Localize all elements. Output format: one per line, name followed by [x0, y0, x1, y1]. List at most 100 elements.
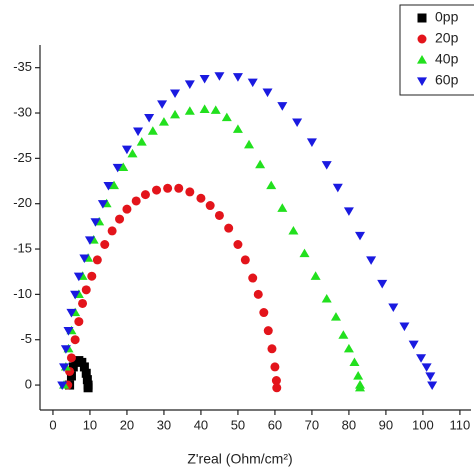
- marker: [147, 126, 158, 135]
- marker: [425, 372, 436, 381]
- y-tick-label: -10: [13, 286, 32, 301]
- marker: [57, 381, 68, 391]
- marker: [77, 357, 87, 367]
- legend-label: 20p: [435, 30, 459, 46]
- marker: [82, 375, 92, 385]
- legend-label: 40p: [435, 51, 459, 67]
- marker: [247, 78, 258, 88]
- marker: [338, 330, 349, 339]
- marker: [266, 180, 277, 190]
- marker: [73, 272, 84, 282]
- marker: [292, 118, 303, 128]
- marker: [205, 201, 215, 211]
- marker: [366, 256, 377, 265]
- marker: [353, 371, 364, 380]
- marker: [97, 200, 108, 209]
- marker: [68, 362, 78, 372]
- marker: [79, 254, 90, 264]
- x-axis-title: Z'real (Ohm/cm²): [187, 451, 292, 467]
- marker: [408, 340, 419, 350]
- legend-marker: [417, 55, 427, 64]
- marker: [103, 181, 114, 191]
- marker: [330, 312, 341, 321]
- marker: [421, 363, 432, 372]
- legend-label: 0pp: [435, 9, 459, 25]
- marker: [81, 285, 91, 295]
- marker: [248, 273, 258, 283]
- x-tick-label: 100: [412, 417, 434, 432]
- marker: [267, 344, 277, 354]
- marker: [66, 308, 77, 318]
- x-tick-label: 80: [342, 417, 356, 432]
- x-tick-label: 90: [379, 417, 393, 432]
- marker: [152, 185, 162, 195]
- marker: [131, 196, 141, 206]
- marker: [343, 343, 354, 353]
- legend-marker: [417, 77, 427, 86]
- marker: [349, 357, 360, 366]
- x-tick-label: 30: [157, 417, 171, 432]
- marker: [63, 327, 74, 336]
- legend-marker: [417, 34, 427, 44]
- marker: [174, 183, 184, 193]
- marker: [332, 183, 343, 193]
- marker: [321, 293, 332, 303]
- marker: [427, 381, 438, 391]
- marker: [83, 383, 93, 393]
- y-tick-label: -30: [13, 104, 32, 119]
- marker: [210, 105, 221, 114]
- marker: [127, 148, 138, 158]
- marker: [255, 159, 266, 169]
- marker: [185, 187, 195, 197]
- marker: [121, 145, 132, 155]
- marker: [272, 383, 282, 393]
- marker: [170, 109, 181, 119]
- marker: [299, 248, 310, 258]
- marker: [108, 180, 119, 190]
- marker: [321, 161, 332, 170]
- marker: [253, 289, 263, 299]
- marker: [263, 326, 273, 336]
- marker: [214, 210, 224, 220]
- marker: [78, 298, 88, 308]
- y-tick-label: 0: [25, 376, 32, 391]
- marker: [277, 102, 288, 111]
- marker: [355, 382, 366, 392]
- marker: [221, 112, 232, 122]
- marker: [388, 303, 399, 313]
- marker: [84, 236, 95, 245]
- y-tick-label: -35: [13, 59, 32, 74]
- marker: [100, 240, 110, 250]
- marker: [224, 223, 234, 233]
- marker: [158, 117, 169, 126]
- marker: [87, 271, 97, 281]
- marker: [70, 290, 81, 300]
- marker: [66, 371, 76, 381]
- marker: [92, 255, 102, 265]
- legend-box: [399, 4, 474, 96]
- marker: [184, 106, 195, 115]
- marker: [79, 362, 89, 372]
- marker: [196, 193, 206, 203]
- marker: [343, 207, 354, 216]
- marker: [157, 100, 168, 109]
- marker: [122, 204, 132, 214]
- x-tick-label: 0: [49, 417, 56, 432]
- marker: [355, 231, 366, 241]
- marker: [416, 354, 427, 363]
- marker: [184, 80, 195, 89]
- x-tick-label: 110: [450, 417, 471, 432]
- marker: [70, 335, 80, 345]
- marker: [140, 190, 150, 200]
- marker: [232, 73, 243, 82]
- marker: [277, 203, 288, 212]
- marker: [60, 345, 71, 354]
- marker: [259, 308, 269, 318]
- marker: [66, 353, 76, 363]
- marker: [288, 225, 299, 235]
- legend-label: 60p: [435, 72, 459, 88]
- marker: [240, 255, 250, 265]
- marker: [271, 376, 281, 386]
- marker: [74, 317, 84, 327]
